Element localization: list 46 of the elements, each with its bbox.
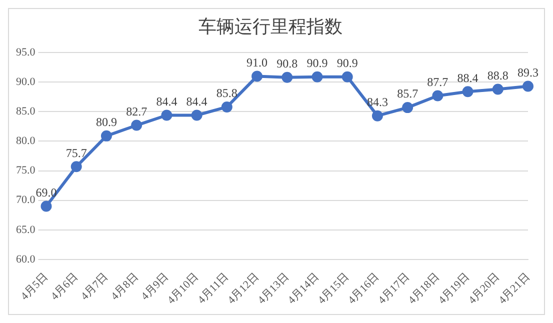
point	[161, 110, 172, 121]
data-label: 89.3	[518, 65, 538, 80]
data-label: 90.9	[306, 56, 328, 70]
y-tick-label: 90.0	[16, 76, 36, 88]
point	[342, 71, 353, 82]
data-label: 84.4	[156, 94, 178, 108]
point	[100, 130, 112, 142]
y-tick-label: 95.0	[16, 46, 36, 58]
point	[131, 120, 142, 131]
point	[191, 110, 202, 121]
y-tick-label: 80.0	[16, 135, 36, 148]
data-label: 85.8	[216, 86, 238, 100]
point	[221, 101, 232, 112]
point	[432, 90, 444, 102]
x-tick-label: 4月5日	[18, 270, 50, 303]
data-label: 84.4	[186, 94, 208, 108]
data-label: 75.7	[66, 146, 87, 160]
point	[372, 110, 383, 122]
point	[462, 86, 474, 98]
chart-title: 车辆运行里程指数	[198, 16, 342, 37]
x-tick-label: 4月6日	[48, 270, 81, 303]
data-label: 90.8	[276, 56, 298, 71]
data-label: 87.7	[427, 74, 448, 89]
y-tick-label: 70.0	[16, 194, 36, 206]
data-label: 84.3	[366, 94, 388, 109]
point	[252, 70, 263, 82]
point	[40, 200, 52, 212]
data-label: 88.4	[457, 70, 478, 85]
y-tick-label: 60.0	[16, 253, 36, 266]
y-tick-label: 85.0	[16, 106, 36, 118]
y-tick-label: 75.0	[16, 164, 36, 177]
data-label: 88.8	[487, 68, 508, 82]
data-label: 80.9	[96, 115, 117, 130]
point	[522, 80, 534, 92]
point	[402, 102, 414, 114]
x-tick-label: 4月7日	[78, 270, 111, 303]
y-tick-label: 65.0	[16, 224, 36, 236]
point	[492, 84, 504, 95]
x-tick-label: 4月8日	[108, 270, 141, 303]
point	[282, 72, 293, 83]
point	[70, 161, 82, 172]
data-label: 90.9	[336, 56, 358, 70]
data-label: 85.7	[397, 86, 418, 101]
point	[312, 71, 323, 82]
data-label: 82.7	[126, 104, 148, 118]
data-label: 91.0	[246, 55, 268, 70]
